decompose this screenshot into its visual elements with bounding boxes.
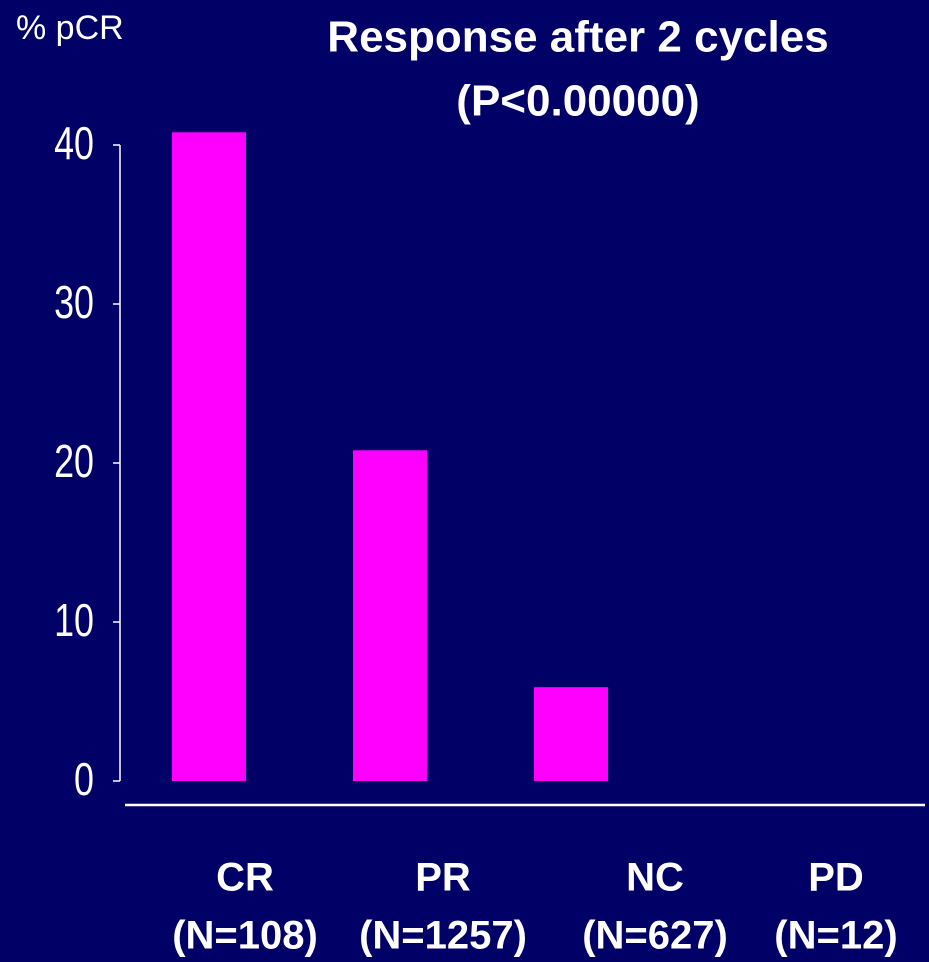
x-tick-sublabel: (N=1257)	[359, 914, 527, 958]
y-tick-label: 30	[54, 277, 94, 328]
y-axis-label: % pCR	[16, 9, 124, 47]
bar	[534, 687, 608, 781]
x-tick-label: NC	[626, 856, 684, 900]
y-tick-label: 40	[54, 118, 94, 169]
x-tick-sublabel: (N=108)	[172, 914, 318, 958]
x-tick-label: PR	[415, 856, 471, 900]
y-tick-label: 10	[54, 595, 94, 646]
x-tick-label: PD	[808, 856, 864, 900]
chart-title: Response after 2 cycles	[327, 13, 828, 62]
y-tick-label: 0	[74, 754, 94, 805]
bar	[172, 132, 246, 781]
x-tick-label: CR	[216, 856, 274, 900]
x-tick-sublabel: (N=12)	[774, 914, 897, 958]
x-tick-sublabel: (N=627)	[582, 914, 728, 958]
chart-subtitle: (P<0.00000)	[456, 77, 699, 126]
bar	[353, 450, 427, 781]
y-tick-label: 20	[54, 436, 94, 487]
